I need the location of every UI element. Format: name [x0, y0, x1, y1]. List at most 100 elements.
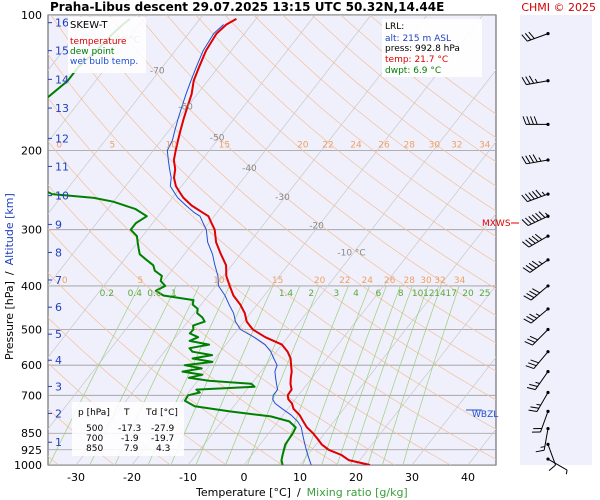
mixing-ratio-label: 34 [454, 276, 466, 286]
wind-barb-flag [531, 214, 539, 222]
wind-barb-flag [529, 313, 538, 319]
altitude-tick-label: 9 [55, 218, 62, 231]
altitude-tick-label: 3 [55, 380, 62, 393]
altitude-tick-label: 14 [55, 73, 69, 86]
dry-adiabat [79, 15, 496, 372]
wind-barb-flag [528, 237, 536, 244]
mixing-ratio-line [382, 285, 442, 465]
wind-barb-flag [521, 34, 528, 42]
wind-barb-flag [528, 31, 535, 39]
mixing-ratio-label: 12 [423, 289, 434, 299]
mixing-ratio-label: 3 [334, 289, 340, 299]
mixing-ratio-label: 10 [165, 140, 177, 150]
mixing-ratio-label: 6 [376, 289, 382, 299]
wind-barb-flag [535, 449, 545, 453]
x-tick-label: 0 [241, 471, 248, 484]
legend-wet-bulb: wet bulb temp. [70, 57, 138, 67]
wind-barb-staff [547, 444, 556, 466]
isotherm-line [355, 284, 496, 465]
mixing-ratio-line [336, 285, 401, 465]
mixing-ratio-label: 0 [56, 140, 62, 150]
isotherm-line [48, 15, 372, 430]
mixing-ratio-line [48, 285, 140, 465]
x-tick-label: 20 [349, 471, 363, 484]
wind-barb-flag [526, 316, 535, 322]
mixing-ratio-line [247, 285, 320, 465]
series-temperature [172, 18, 371, 465]
mixing-ratio-label: 15 [219, 140, 230, 150]
wind-barb-flag [538, 261, 543, 265]
wind-barb-base [546, 307, 550, 311]
legend-temperature: temperature [70, 37, 127, 47]
isotherm-line [48, 15, 148, 143]
table-header-t: T [123, 408, 130, 418]
table-cell: -1.9 [121, 434, 139, 444]
mixing-ratio-label: 20 [297, 140, 309, 150]
wind-barb-base [546, 284, 550, 288]
mixing-ratio-label: 1 [171, 289, 177, 299]
mixing-ratio-label: 5 [110, 140, 116, 150]
table-cell: 700 [86, 434, 103, 444]
summary-table [72, 402, 184, 456]
mixing-ratio-label: 32 [451, 140, 462, 150]
dry-adiabat [108, 15, 496, 344]
legend-dew-point: dew point [70, 47, 115, 57]
mixing-ratio-label: 22 [339, 276, 350, 286]
altitude-tick-label: 10 [55, 190, 69, 203]
lrl-press: press: 992.8 hPa [385, 44, 460, 54]
wind-barb [546, 457, 568, 475]
mixing-ratio-line [321, 285, 387, 465]
dry-adiabat [50, 15, 496, 401]
x-tick-label: 30 [405, 471, 419, 484]
isotherm-label: -50 [210, 133, 225, 143]
isotherm-line [243, 141, 496, 465]
isotherm-label: -20 [309, 221, 324, 231]
mixing-ratio-line [402, 285, 460, 465]
mixing-ratio-label: 1.4 [279, 289, 294, 299]
mixing-ratio-label: 34 [479, 140, 491, 150]
x-tick-label: 40 [461, 471, 475, 484]
marker-mxws-label: MXWS [482, 219, 511, 229]
wind-barb-flag [521, 76, 527, 85]
mixing-ratio-label: 30 [420, 276, 432, 286]
plot-area [47, 14, 497, 466]
diagram-name: SKEW-T [70, 20, 108, 31]
wind-barb-flag [522, 116, 527, 125]
wind-barb-flag [525, 155, 531, 164]
table-header-td: Td [°C] [145, 408, 178, 418]
wind-barb-flag [529, 290, 538, 296]
wind-barb-flag [521, 219, 529, 226]
x-axis-title-temperature: Temperature [°C] [195, 486, 291, 499]
mixing-ratio-label: 10 [412, 289, 424, 299]
wind-barb-flag [538, 157, 542, 162]
isotherm-line [75, 15, 428, 465]
altitude-tick-label: 8 [55, 246, 62, 259]
wind-barb-base [546, 122, 550, 126]
mixing-ratio-label: 20 [314, 276, 326, 286]
wind-barb-base [546, 158, 550, 162]
y-axis-title-altitude: Altitude [km] [3, 193, 16, 265]
dry-adiabat [224, 15, 496, 237]
wind-barb-flag [528, 216, 536, 223]
pressure-tick-label: 500 [21, 324, 42, 337]
wind-barb-flag [529, 383, 538, 388]
table-header-p: p [hPa] [78, 408, 110, 418]
dry-adiabat [48, 140, 451, 465]
wind-barb [522, 233, 550, 248]
altitude-tick-label: 13 [55, 102, 69, 115]
wind-barb [523, 284, 550, 301]
mixing-ratio-label: 8 [398, 289, 404, 299]
wind-barb-flag [522, 267, 531, 273]
pressure-tick-label: 300 [21, 224, 42, 237]
series-wet-bulb-temp [166, 24, 312, 465]
wind-barb-flag [531, 260, 540, 267]
isotherm-label: -30 [275, 193, 290, 203]
wind-barb-flag [548, 464, 556, 472]
x-tick-label: -30 [67, 471, 85, 484]
x-tick-label: -20 [123, 471, 141, 484]
lrl-dwpt: dwpt: 6.9 °C [385, 66, 441, 76]
table-cell: -27.9 [151, 424, 175, 434]
mixing-ratio-label: 0 [62, 276, 68, 286]
wind-barb-base [546, 369, 550, 374]
